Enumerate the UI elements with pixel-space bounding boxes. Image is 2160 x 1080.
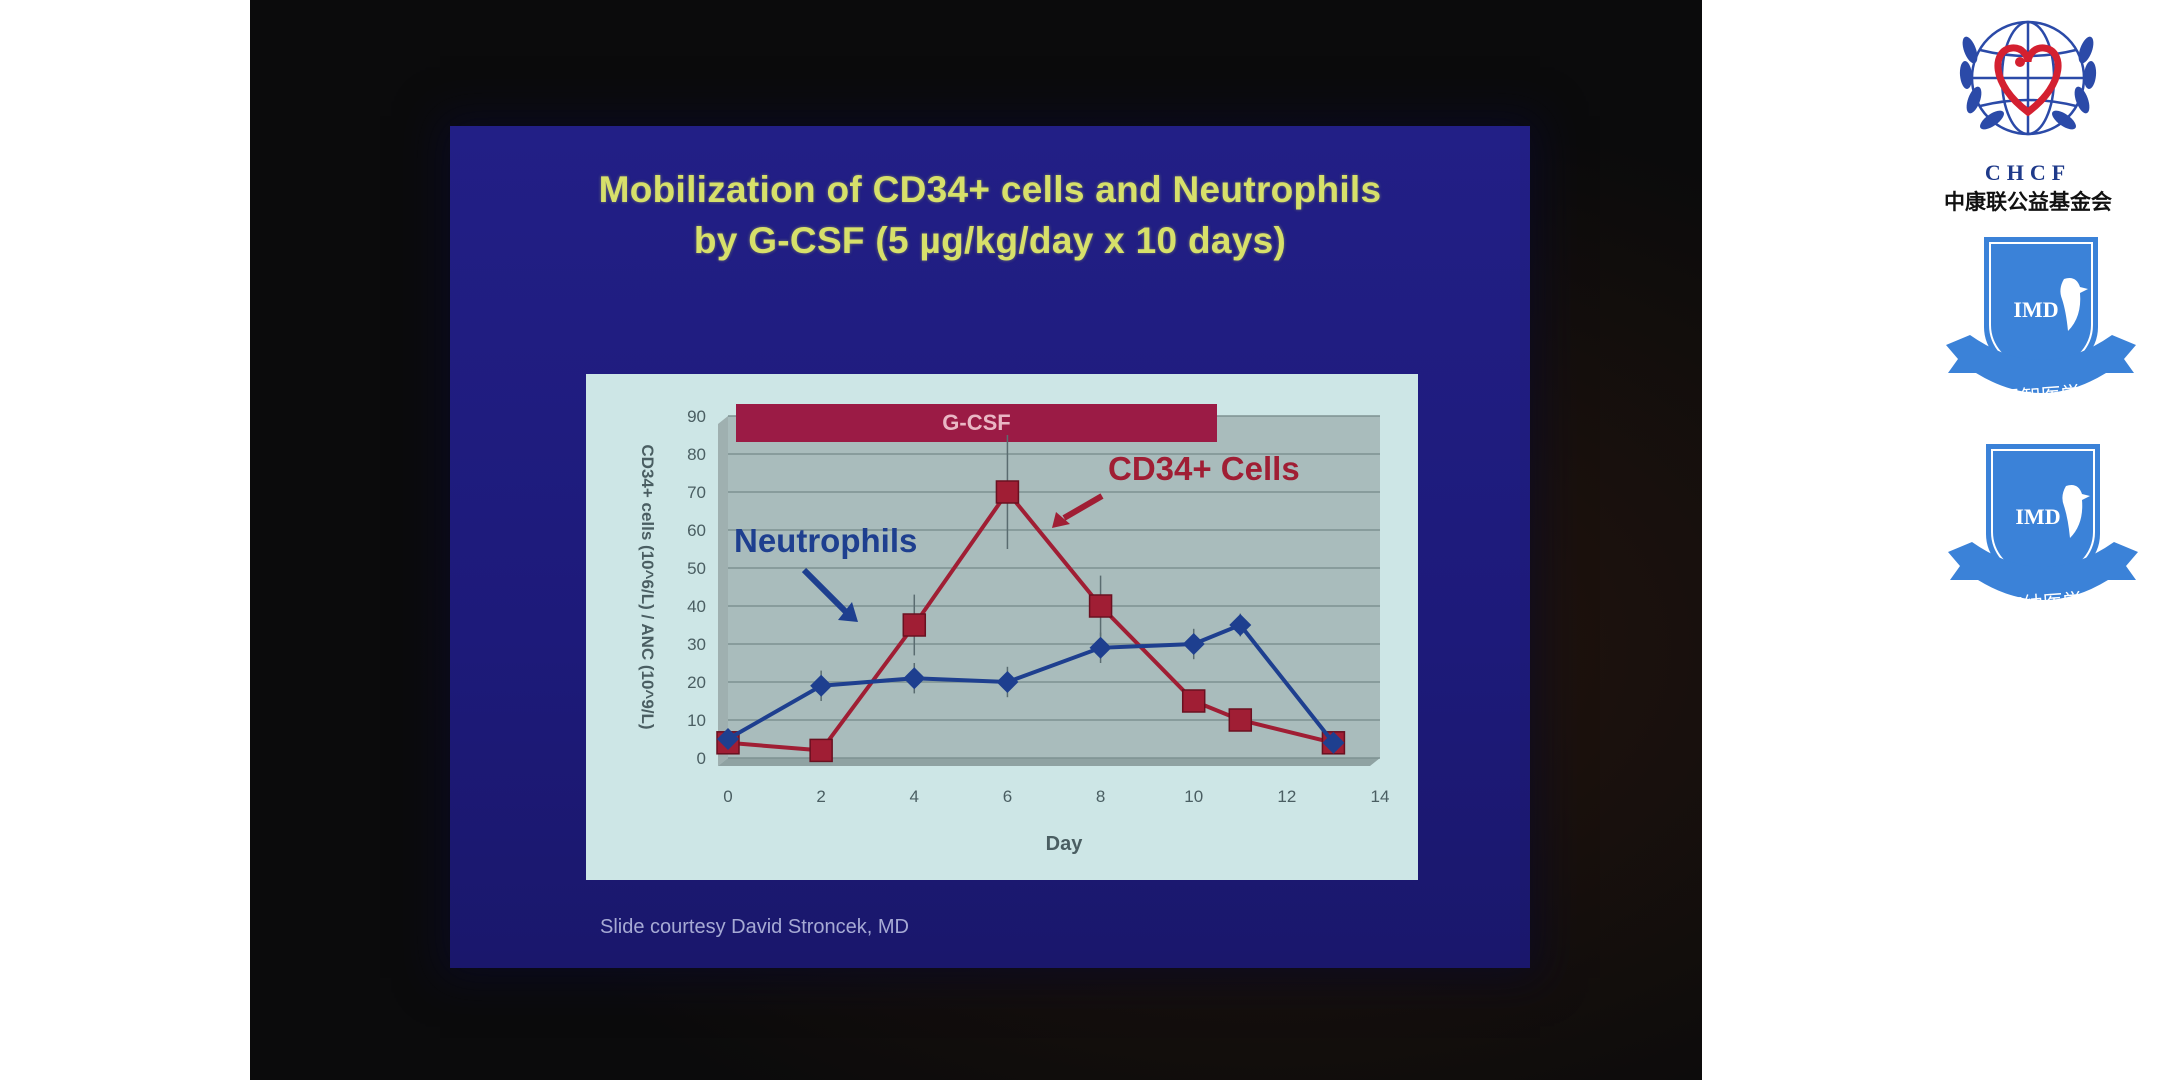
cd34-marker bbox=[1088, 594, 1113, 618]
video-frame: Mobilization of CD34+ cells and Neutroph… bbox=[250, 0, 1702, 1080]
cd34-arrowhead bbox=[1052, 512, 1070, 528]
cd34-label: CD34+ Cells bbox=[1108, 450, 1300, 487]
figure-head-icon bbox=[2015, 57, 2025, 67]
y-tick-label: 30 bbox=[687, 635, 706, 654]
ribbon-banner bbox=[1948, 542, 2138, 600]
plot-wall bbox=[718, 416, 728, 766]
x-tick-label: 4 bbox=[910, 787, 919, 806]
x-tick-label: 10 bbox=[1184, 787, 1203, 806]
cd34-marker bbox=[1181, 689, 1206, 713]
neutrophil-marker bbox=[1182, 633, 1205, 655]
imd-label-1: IMD bbox=[2013, 297, 2058, 322]
ribbon-banner bbox=[1946, 335, 2136, 393]
imd-logo-1: IMD 君智医学 bbox=[1946, 233, 2136, 411]
neutrophil-marker bbox=[1089, 636, 1112, 659]
neutrophil-marker bbox=[996, 671, 1019, 693]
kingfisher-icon bbox=[2060, 278, 2088, 331]
neutrophil-marker bbox=[1229, 614, 1252, 636]
globe-icon bbox=[1970, 20, 2086, 136]
x-axis-label: Day bbox=[1046, 833, 1084, 855]
x-tick-label: 2 bbox=[816, 787, 825, 806]
chcf-letters: CHCF bbox=[1985, 160, 2071, 185]
line-chart: 0 10 20 30 40 50 60 70 80 90 0 2 4 6 8 10 12 14 Day CD34+ c… bbox=[638, 404, 1390, 855]
slide-courtesy: Slide courtesy David Stroncek, MD bbox=[600, 916, 910, 938]
cd34-marker bbox=[809, 738, 833, 763]
y-tick-label: 20 bbox=[687, 673, 706, 692]
neutrophils-arrowhead bbox=[838, 602, 858, 622]
imd2-banner-text: 海纳医学 bbox=[2002, 588, 2083, 618]
imd-label-2: IMD bbox=[2015, 504, 2060, 529]
y-tick-label: 70 bbox=[687, 483, 706, 502]
neutrophils-label: Neutrophils bbox=[734, 522, 917, 559]
imd1-banner-text: 君智医学 bbox=[2000, 381, 2081, 411]
x-tick-label: 6 bbox=[1003, 787, 1012, 806]
cd34-arrow bbox=[1062, 493, 1104, 521]
neutrophil-marker bbox=[1322, 731, 1345, 754]
plot-floor bbox=[718, 758, 1380, 766]
chcf-logo: CHCF 中康联公益基金会 bbox=[1944, 20, 2112, 214]
kingfisher-icon bbox=[2062, 485, 2090, 538]
plot-area bbox=[728, 416, 1380, 758]
gcsf-label: G-CSF bbox=[942, 410, 1010, 435]
x-tick-label: 0 bbox=[723, 787, 732, 806]
chart-panel: 0 10 20 30 40 50 60 70 80 90 0 2 4 6 8 10 12 14 Day CD34+ c… bbox=[586, 374, 1418, 880]
y-tick-label: 90 bbox=[687, 407, 706, 426]
neutrophil-marker bbox=[903, 667, 926, 690]
chcf-name: 中康联公益基金会 bbox=[1944, 190, 2112, 214]
x-tick-label: 14 bbox=[1371, 787, 1390, 806]
cd34-marker bbox=[1228, 708, 1253, 732]
y-tick-label: 50 bbox=[687, 559, 706, 578]
neutrophil-marker bbox=[717, 728, 739, 750]
y-tick-label: 0 bbox=[697, 749, 706, 768]
neutrophils-arrow bbox=[801, 567, 851, 617]
y-tick-label: 10 bbox=[687, 711, 706, 730]
projected-slide: Mobilization of CD34+ cells and Neutroph… bbox=[450, 126, 1530, 968]
gcsf-bar bbox=[736, 404, 1217, 442]
y-tick-label: 60 bbox=[687, 521, 706, 540]
heart-icon bbox=[1994, 44, 2062, 117]
x-tick-label: 12 bbox=[1277, 787, 1296, 806]
cd34-marker bbox=[902, 613, 927, 637]
sponsor-logos: CHCF 中康联公益基金会 IMD 君智医学 IMD 海纳医学 bbox=[1944, 20, 2138, 618]
y-axis-label: CD34+ cells (10^6/L) / ANC (10^9/L) bbox=[638, 444, 657, 729]
slide-title-line-1: Mobilization of CD34+ cells and Neutroph… bbox=[598, 169, 1382, 210]
imd-logo-2: IMD 海纳医学 bbox=[1948, 440, 2138, 618]
y-tick-label: 80 bbox=[687, 445, 706, 464]
cd34-marker bbox=[995, 480, 1020, 504]
slide-title-line-2: by G-CSF (5 µg/kg/day x 10 days) bbox=[693, 220, 1287, 261]
x-tick-label: 8 bbox=[1096, 787, 1105, 806]
neutrophil-marker bbox=[810, 674, 833, 697]
y-tick-label: 40 bbox=[687, 597, 706, 616]
